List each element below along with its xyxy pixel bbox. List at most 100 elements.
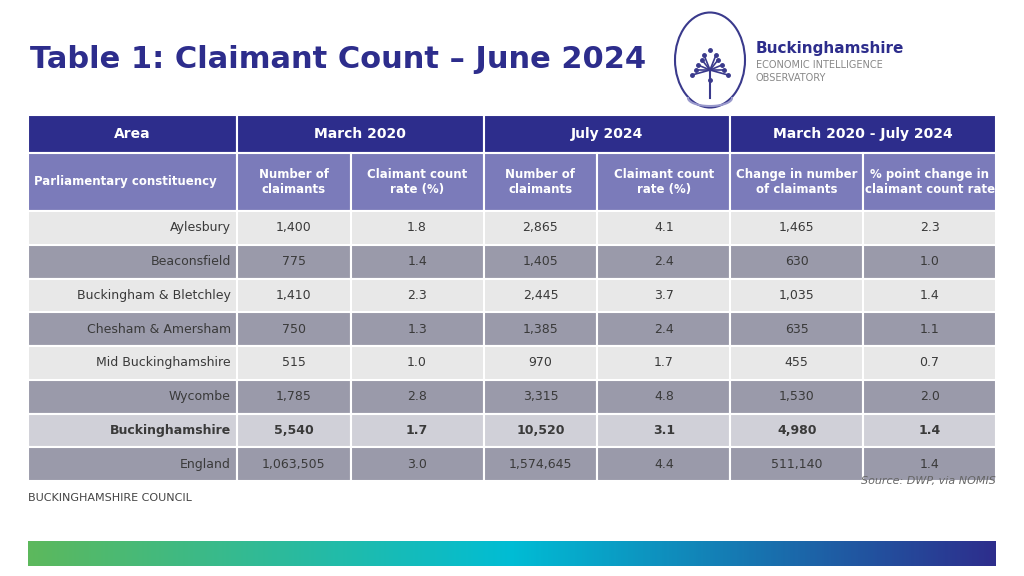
Bar [350, 279, 483, 312]
Bar [776, 541, 778, 566]
Bar [326, 541, 329, 566]
Bar [730, 245, 863, 279]
Text: 4,980: 4,980 [777, 424, 816, 437]
Bar [737, 541, 740, 566]
Bar [863, 380, 996, 414]
Bar [239, 541, 242, 566]
Bar [154, 541, 157, 566]
Bar [210, 541, 212, 566]
Bar [316, 541, 318, 566]
Bar [778, 541, 781, 566]
Bar [734, 541, 737, 566]
Bar [483, 245, 597, 279]
Text: 1,405: 1,405 [522, 255, 558, 268]
Bar [909, 541, 911, 566]
Bar [574, 541, 578, 566]
Bar [503, 541, 505, 566]
Bar [933, 541, 936, 566]
Bar [198, 541, 201, 566]
Text: 455: 455 [784, 357, 809, 369]
Bar [159, 541, 162, 566]
Bar [803, 541, 805, 566]
Bar [865, 541, 868, 566]
Bar [867, 541, 870, 566]
Bar [178, 541, 181, 566]
Text: 1,574,645: 1,574,645 [509, 457, 572, 471]
Bar [667, 541, 670, 566]
Bar [185, 541, 188, 566]
Text: Chesham & Amersham: Chesham & Amersham [87, 323, 230, 336]
Bar [906, 541, 909, 566]
Bar [773, 541, 776, 566]
Bar [798, 541, 801, 566]
Bar [70, 541, 72, 566]
Bar [592, 541, 595, 566]
Bar [86, 541, 89, 566]
Bar [28, 414, 237, 447]
Bar [324, 541, 327, 566]
Bar [423, 541, 425, 566]
Bar [567, 541, 570, 566]
Bar [335, 541, 338, 566]
Bar [517, 541, 520, 566]
Text: 1,385: 1,385 [522, 323, 558, 336]
Bar [171, 541, 174, 566]
Bar [31, 541, 34, 566]
Bar [84, 541, 87, 566]
Bar [771, 541, 774, 566]
Text: Claimant count
rate (%): Claimant count rate (%) [367, 168, 467, 196]
Bar [105, 541, 109, 566]
Bar [166, 541, 169, 566]
Bar [783, 541, 786, 566]
Bar [74, 541, 77, 566]
Bar [146, 541, 150, 566]
Bar [406, 541, 409, 566]
Bar [67, 541, 70, 566]
Bar [624, 541, 627, 566]
Bar [727, 541, 730, 566]
Bar [350, 153, 483, 211]
Bar [952, 541, 955, 566]
Bar [118, 541, 121, 566]
Bar [258, 541, 261, 566]
Bar [558, 541, 561, 566]
Bar [991, 541, 994, 566]
Bar [52, 541, 55, 566]
Bar [965, 541, 968, 566]
Bar [246, 541, 249, 566]
Bar [483, 380, 597, 414]
Bar [894, 541, 897, 566]
Bar [195, 541, 198, 566]
Bar [989, 541, 991, 566]
Bar [354, 541, 357, 566]
Bar [483, 541, 485, 566]
Bar [28, 245, 237, 279]
Bar [28, 312, 237, 346]
Text: Beaconsfield: Beaconsfield [151, 255, 230, 268]
Bar [350, 414, 483, 447]
Bar [483, 211, 597, 245]
Bar [689, 541, 691, 566]
Bar [468, 541, 471, 566]
Bar [490, 541, 494, 566]
Bar [633, 541, 636, 566]
Bar [287, 541, 290, 566]
Bar [418, 541, 421, 566]
Bar [672, 541, 675, 566]
Bar [28, 380, 237, 414]
Bar [597, 380, 730, 414]
Text: 775: 775 [282, 255, 306, 268]
Bar [505, 541, 508, 566]
Bar [597, 414, 730, 447]
Bar [761, 541, 764, 566]
Bar [263, 541, 265, 566]
Bar [180, 541, 183, 566]
Bar [127, 541, 130, 566]
Bar [38, 541, 41, 566]
Bar [563, 541, 565, 566]
Bar [858, 541, 861, 566]
Bar [609, 541, 611, 566]
Bar [203, 541, 205, 566]
Bar [47, 541, 50, 566]
Bar [237, 211, 350, 245]
